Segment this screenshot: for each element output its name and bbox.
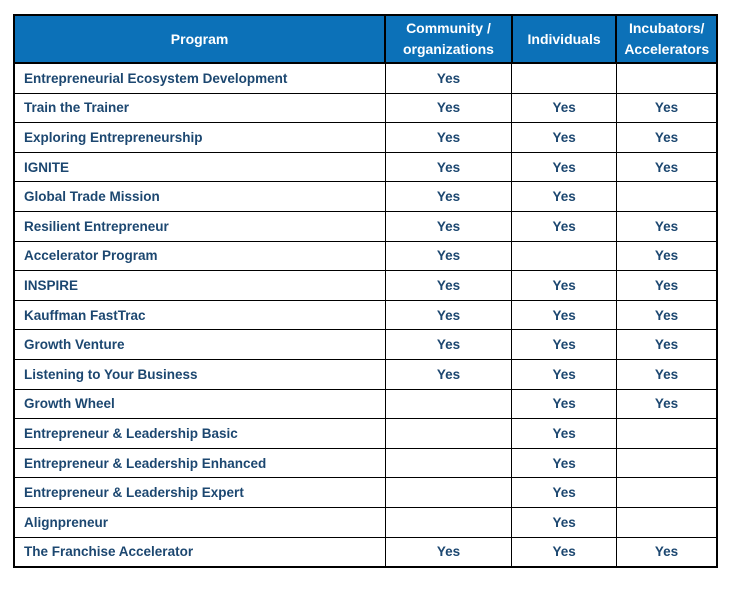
value-cell: Yes	[511, 92, 617, 124]
value-cell	[615, 447, 718, 479]
table-row: IGNITE Yes Yes Yes	[13, 151, 718, 183]
value-cell: Yes	[511, 210, 617, 242]
table-row: Alignpreneur Yes	[13, 506, 718, 538]
value-cell	[615, 418, 718, 449]
table-row: Entrepreneurial Ecosystem Development Yes	[13, 62, 718, 94]
program-name-cell: Entrepreneur & Leadership Expert	[13, 477, 386, 508]
column-header-incubators: Incubators/ Accelerators	[615, 14, 718, 64]
header-row: Program Community / organizations Indivi…	[12, 14, 718, 64]
program-name-cell: Entrepreneurial Ecosystem Development	[13, 62, 386, 94]
program-name-cell: IGNITE	[13, 151, 386, 183]
program-name-cell: Train the Trainer	[13, 92, 386, 124]
program-name-cell: Global Trade Mission	[13, 181, 386, 212]
value-cell: Yes	[511, 358, 617, 390]
program-name-cell: Growth Wheel	[13, 388, 386, 420]
value-cell: Yes	[511, 329, 617, 360]
value-cell: Yes	[384, 181, 513, 212]
table-row: Entrepreneur & Leadership Enhanced Yes	[13, 447, 718, 479]
program-name-cell: INSPIRE	[13, 270, 386, 301]
value-cell	[615, 181, 718, 212]
value-cell: Yes	[615, 358, 718, 390]
value-cell: Yes	[615, 240, 718, 272]
value-cell: Yes	[615, 299, 718, 331]
value-cell	[615, 477, 718, 508]
value-cell	[511, 240, 617, 272]
program-name-cell: Exploring Entrepreneurship	[13, 122, 386, 153]
program-name-cell: Entrepreneur & Leadership Basic	[13, 418, 386, 449]
value-cell: Yes	[615, 92, 718, 124]
table-body: Entrepreneurial Ecosystem Development Yes…	[13, 62, 718, 568]
table-row: Growth Wheel Yes Yes	[13, 388, 718, 420]
value-cell: Yes	[384, 270, 513, 301]
value-cell: Yes	[615, 388, 718, 420]
value-cell: Yes	[615, 329, 718, 360]
value-cell: Yes	[384, 358, 513, 390]
value-cell	[384, 477, 513, 508]
program-name-cell: Listening to Your Business	[13, 358, 386, 390]
value-cell: Yes	[511, 418, 617, 449]
value-cell: Yes	[511, 181, 617, 212]
value-cell: Yes	[384, 122, 513, 153]
value-cell: Yes	[615, 210, 718, 242]
value-cell: Yes	[511, 299, 617, 331]
value-cell	[384, 418, 513, 449]
value-cell: Yes	[615, 151, 718, 183]
table-row: Exploring Entrepreneurship Yes Yes Yes	[13, 122, 718, 153]
value-cell: Yes	[384, 299, 513, 331]
value-cell	[615, 62, 718, 94]
programs-table: Program Community / organizations Indivi…	[12, 14, 718, 569]
value-cell: Yes	[511, 151, 617, 183]
value-cell: Yes	[384, 210, 513, 242]
value-cell: Yes	[384, 151, 513, 183]
table-row: Entrepreneur & Leadership Expert Yes	[13, 477, 718, 508]
table-row: Listening to Your Business Yes Yes Yes	[13, 358, 718, 390]
column-header-community: Community / organizations	[384, 14, 513, 64]
value-cell	[384, 506, 513, 538]
value-cell: Yes	[384, 536, 513, 568]
programs-table-container: Program Community / organizations Indivi…	[12, 14, 718, 569]
column-header-program: Program	[12, 14, 387, 64]
value-cell	[615, 506, 718, 538]
program-name-cell: Resilient Entrepreneur	[13, 210, 386, 242]
value-cell: Yes	[615, 536, 718, 568]
program-name-cell: Accelerator Program	[13, 240, 386, 272]
program-name-cell: Growth Venture	[13, 329, 386, 360]
program-name-cell: The Franchise Accelerator	[13, 536, 386, 568]
table-header: Program Community / organizations Indivi…	[12, 14, 718, 64]
program-name-cell: Alignpreneur	[13, 506, 386, 538]
value-cell: Yes	[384, 329, 513, 360]
table-row: Accelerator Program Yes Yes	[13, 240, 718, 272]
table-row: Resilient Entrepreneur Yes Yes Yes	[13, 210, 718, 242]
value-cell	[384, 388, 513, 420]
value-cell: Yes	[511, 447, 617, 479]
table-row: Kauffman FastTrac Yes Yes Yes	[13, 299, 718, 331]
program-name-cell: Entrepreneur & Leadership Enhanced	[13, 447, 386, 479]
table-row: Global Trade Mission Yes Yes	[13, 181, 718, 212]
program-name-cell: Kauffman FastTrac	[13, 299, 386, 331]
value-cell: Yes	[384, 92, 513, 124]
value-cell: Yes	[511, 122, 617, 153]
table-row: The Franchise Accelerator Yes Yes Yes	[13, 536, 718, 568]
value-cell: Yes	[511, 270, 617, 301]
value-cell: Yes	[511, 477, 617, 508]
value-cell: Yes	[384, 62, 513, 94]
value-cell	[511, 62, 617, 94]
value-cell	[384, 447, 513, 479]
value-cell: Yes	[615, 270, 718, 301]
value-cell: Yes	[511, 506, 617, 538]
value-cell: Yes	[511, 536, 617, 568]
table-row: INSPIRE Yes Yes Yes	[13, 270, 718, 301]
value-cell: Yes	[615, 122, 718, 153]
table-row: Growth Venture Yes Yes Yes	[13, 329, 718, 360]
column-header-individuals: Individuals	[510, 14, 618, 64]
value-cell: Yes	[384, 240, 513, 272]
value-cell: Yes	[511, 388, 617, 420]
table-row: Train the Trainer Yes Yes Yes	[13, 92, 718, 124]
table-row: Entrepreneur & Leadership Basic Yes	[13, 418, 718, 449]
